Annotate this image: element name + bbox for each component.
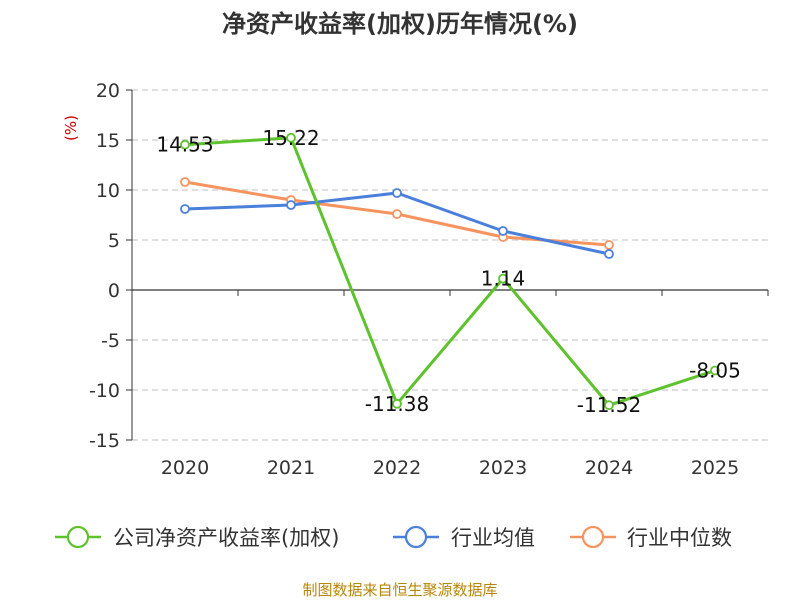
data-label: -8.05	[689, 359, 741, 383]
y-tick-label: -15	[89, 430, 120, 452]
data-point	[180, 204, 190, 214]
x-tick-label: 2024	[585, 457, 633, 479]
axes: 20 15 10 5 0 -5 -10 -15 2020 2021 2022 2023 2024 2025	[89, 80, 769, 479]
legend-marker[interactable]	[581, 525, 605, 549]
data-point	[604, 400, 614, 411]
y-tick-label: 15	[96, 130, 120, 152]
y-tick-label: -5	[101, 330, 120, 352]
series-line	[184, 136, 716, 407]
series-lines	[180, 132, 720, 411]
x-tick-label: 2025	[691, 457, 739, 479]
data-point	[710, 365, 720, 376]
source-note: 制图数据来自恒生聚源数据库	[302, 581, 497, 599]
x-tick-label: 2022	[373, 457, 421, 479]
data-point	[498, 226, 508, 236]
data-point	[180, 139, 190, 150]
series-line	[184, 191, 610, 256]
data-label: 15.22	[262, 126, 319, 150]
data-point	[392, 209, 402, 219]
legend-label[interactable]: 公司净资产收益率(加权)	[113, 526, 339, 550]
chart-title: 净资产收益率(加权)历年情况(%)	[222, 10, 578, 38]
data-point	[392, 398, 402, 409]
data-labels: 14.53 15.22 -11.38 1.14 -11.52 -8.05	[156, 126, 741, 417]
data-label: -11.38	[365, 392, 429, 416]
data-point	[180, 177, 190, 187]
legend-label[interactable]: 行业中位数	[627, 526, 732, 550]
data-point	[286, 200, 296, 210]
y-tick-label: 0	[108, 280, 120, 302]
x-tick-label: 2020	[161, 457, 209, 479]
data-point	[286, 132, 296, 143]
legend-marker[interactable]	[404, 525, 428, 549]
data-label: 1.14	[481, 267, 526, 291]
y-axis-unit-label: (%)	[62, 115, 80, 141]
data-point	[498, 273, 508, 284]
y-tick-label: 5	[108, 230, 120, 252]
data-point	[604, 240, 614, 250]
data-label: 14.53	[156, 133, 213, 157]
x-tick-label: 2021	[267, 457, 315, 479]
x-tick-label: 2023	[479, 457, 527, 479]
legend: 公司净资产收益率(加权) 行业均值 行业中位数	[55, 525, 732, 550]
data-point	[604, 249, 614, 259]
y-tick-label: -10	[89, 380, 120, 402]
data-point	[392, 188, 402, 198]
legend-marker[interactable]	[66, 525, 90, 549]
legend-label[interactable]: 行业均值	[451, 526, 535, 550]
y-tick-label: 10	[96, 180, 120, 202]
y-tick-label: 20	[96, 80, 120, 102]
data-label: -11.52	[577, 393, 641, 417]
